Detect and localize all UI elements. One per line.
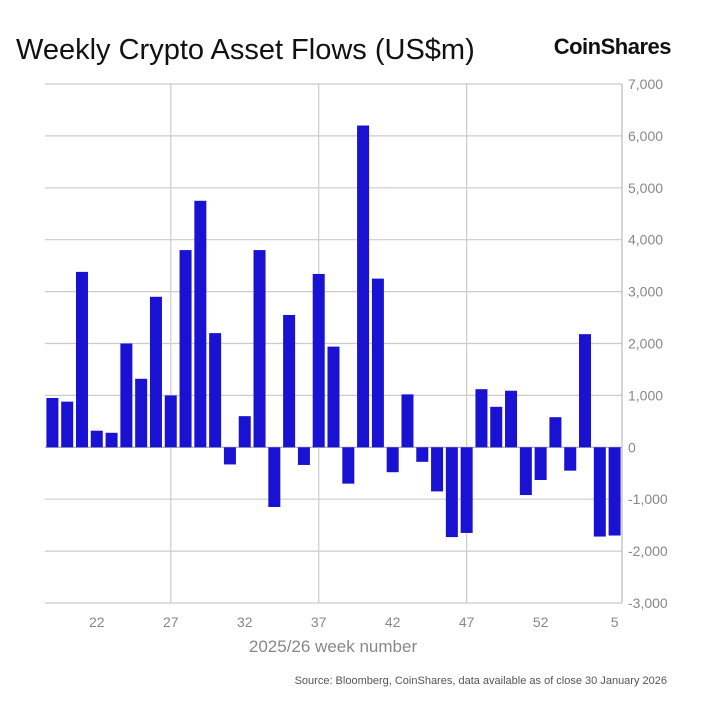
bar-week-33 bbox=[253, 250, 266, 448]
y-tick-label: 5,000 bbox=[628, 180, 663, 196]
bar-week-42 bbox=[386, 447, 399, 473]
y-tick-label: 3,000 bbox=[628, 284, 663, 300]
bar-week-32 bbox=[238, 416, 251, 448]
bar-week-41 bbox=[371, 278, 384, 448]
x-tick-label: 52 bbox=[533, 614, 549, 630]
bar-week-21 bbox=[75, 271, 88, 448]
source-note: Source: Bloomberg, CoinShares, data avai… bbox=[294, 675, 667, 687]
bar-week-29 bbox=[194, 200, 207, 448]
bar-week-4 bbox=[593, 447, 606, 537]
x-tick-label: 22 bbox=[89, 614, 105, 630]
bar-week-2 bbox=[564, 447, 577, 471]
x-tick-label: 27 bbox=[163, 614, 179, 630]
x-axis-label: 2025/26 week number bbox=[249, 637, 418, 656]
bar-week-45 bbox=[431, 447, 444, 492]
y-tick-label: 7,000 bbox=[628, 76, 663, 92]
bar-week-23 bbox=[105, 432, 118, 448]
y-tick-label: 1,000 bbox=[628, 387, 663, 403]
bar-week-1 bbox=[549, 417, 562, 448]
y-tick-label: 2,000 bbox=[628, 336, 663, 352]
bar-week-46 bbox=[445, 447, 458, 538]
bar-week-30 bbox=[209, 333, 222, 448]
coinshares-logo: CoinShares bbox=[553, 34, 672, 59]
bar-week-26 bbox=[149, 296, 162, 448]
bar-week-52 bbox=[534, 447, 547, 480]
bar-week-36 bbox=[297, 447, 310, 465]
bar-week-50 bbox=[505, 390, 518, 448]
x-tick-label: 37 bbox=[311, 614, 327, 630]
chart-title: Weekly Crypto Asset Flows (US$m) bbox=[16, 34, 475, 66]
y-tick-label: 4,000 bbox=[628, 232, 663, 248]
bar-week-49 bbox=[490, 406, 503, 448]
bar-week-20 bbox=[61, 401, 74, 448]
bar-week-34 bbox=[268, 447, 281, 507]
y-tick-label: 0 bbox=[628, 439, 636, 455]
bar-week-25 bbox=[135, 378, 148, 448]
x-tick-label: 47 bbox=[459, 614, 475, 630]
y-tick-label: -3,000 bbox=[628, 595, 668, 611]
bar-week-48 bbox=[475, 389, 488, 448]
x-tick-label: 42 bbox=[385, 614, 401, 630]
y-tick-label: -2,000 bbox=[628, 543, 668, 559]
bar-week-43 bbox=[401, 394, 414, 448]
bar-week-5 bbox=[608, 447, 621, 536]
bar-week-3 bbox=[579, 334, 592, 448]
y-tick-label: 6,000 bbox=[628, 128, 663, 144]
x-tick-label: 32 bbox=[237, 614, 253, 630]
bar-week-31 bbox=[223, 447, 236, 465]
bar-week-35 bbox=[283, 314, 296, 448]
y-tick-label: -1,000 bbox=[628, 491, 668, 507]
bar-week-40 bbox=[357, 125, 370, 448]
bar-week-38 bbox=[327, 346, 340, 448]
bar-week-37 bbox=[312, 273, 325, 448]
bar-week-39 bbox=[342, 447, 355, 484]
bar-week-47 bbox=[460, 447, 473, 533]
bar-week-19 bbox=[46, 397, 59, 448]
bar-week-27 bbox=[164, 395, 177, 448]
x-tick-label: 5 bbox=[611, 614, 619, 630]
bar-week-44 bbox=[416, 447, 429, 462]
bar-week-28 bbox=[179, 250, 192, 448]
bar-week-51 bbox=[519, 447, 532, 496]
bar-week-22 bbox=[90, 430, 103, 448]
bar-week-24 bbox=[120, 343, 133, 448]
